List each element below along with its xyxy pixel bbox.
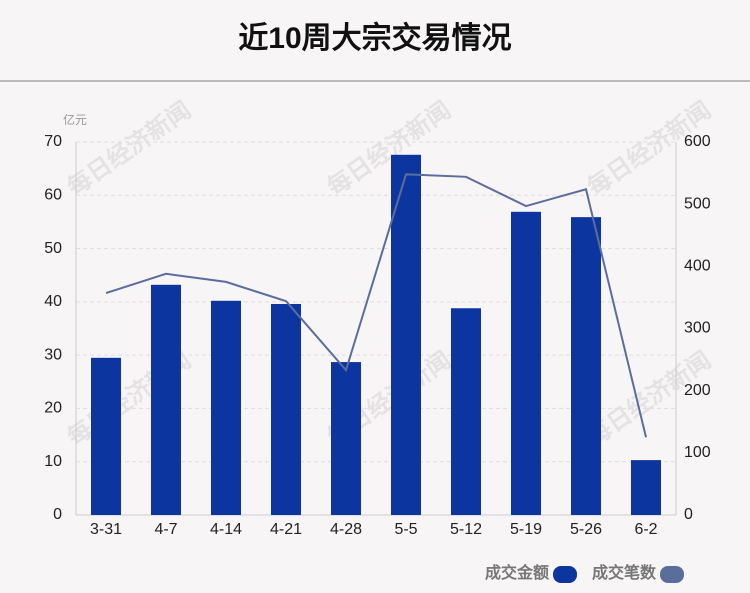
chart-title: 近10周大宗交易情况 <box>238 21 511 55</box>
y2-tick-label: 200 <box>684 382 711 399</box>
bar <box>391 154 421 515</box>
legend-swatch <box>553 566 577 583</box>
bar <box>271 303 301 515</box>
y-tick-label: 40 <box>44 293 62 310</box>
x-tick-label: 5-26 <box>570 521 602 538</box>
bar <box>211 300 241 515</box>
line <box>105 173 647 438</box>
bar <box>451 308 481 515</box>
y2-tick-label: 300 <box>684 320 711 337</box>
y-tick-label: 70 <box>44 133 62 150</box>
x-tick-label: 4-14 <box>210 521 242 538</box>
x-tick-label: 5-19 <box>510 521 542 538</box>
x-tick-label: 6-2 <box>634 521 657 538</box>
y-tick-label: 0 <box>53 506 62 523</box>
bar <box>571 217 601 515</box>
legend-label: 成交笔数 <box>592 563 657 582</box>
y2-tick-label: 600 <box>684 133 711 150</box>
y-tick-label: 50 <box>44 240 62 257</box>
legend-label: 成交金额 <box>485 563 549 582</box>
bar <box>91 357 121 515</box>
x-tick-label: 4-28 <box>330 521 362 538</box>
x-tick-label: 3-31 <box>90 521 122 538</box>
bar <box>151 284 181 515</box>
bar <box>631 460 661 515</box>
x-tick-label: 4-7 <box>154 521 177 538</box>
y2-tick-label: 500 <box>684 195 711 212</box>
y-tick-label: 10 <box>44 453 62 470</box>
x-tick-label: 5-12 <box>450 521 482 538</box>
y2-tick-label: 400 <box>684 258 711 275</box>
y-tick-label: 60 <box>44 187 62 204</box>
legend-swatch <box>660 566 684 583</box>
y2-tick-label: 0 <box>684 506 693 523</box>
y2-tick-label: 100 <box>684 444 711 461</box>
y-unit: 亿元 <box>63 112 87 127</box>
y-tick-label: 30 <box>44 346 62 363</box>
x-tick-label: 4-21 <box>270 521 302 538</box>
y-tick-label: 20 <box>44 400 62 417</box>
bar <box>331 362 361 515</box>
bar <box>511 211 541 515</box>
x-tick-label: 5-5 <box>394 521 417 538</box>
